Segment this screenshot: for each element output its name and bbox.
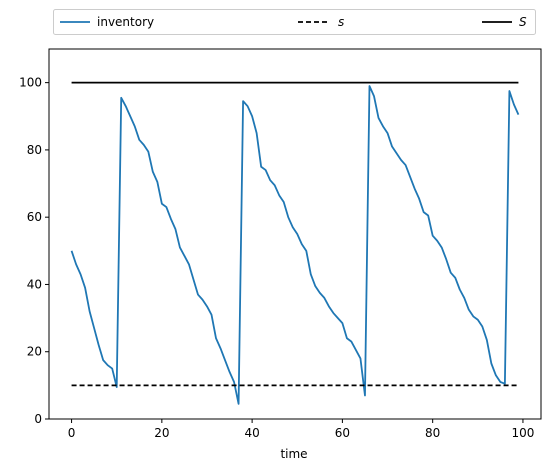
y-tick-label: 40 — [27, 277, 42, 291]
y-tick-label: 80 — [27, 143, 42, 157]
legend: inventory s S — [53, 9, 536, 35]
legend-label-inventory: inventory — [97, 15, 154, 29]
legend-label-s: s — [338, 15, 344, 29]
x-axis-label: time — [280, 447, 307, 461]
legend-frame — [53, 9, 536, 35]
y-tick-label: 20 — [27, 345, 42, 359]
series-layer — [70, 81, 520, 405]
x-axis-ticks: 0 20 40 60 80 100 — [68, 419, 534, 440]
x-tick-label: 80 — [425, 426, 440, 440]
x-tick-label: 0 — [68, 426, 76, 440]
x-tick-label: 100 — [511, 426, 534, 440]
y-tick-label: 0 — [34, 412, 42, 426]
y-tick-label: 100 — [19, 76, 42, 90]
plot-frame — [48, 48, 542, 420]
y-tick-label: 60 — [27, 210, 42, 224]
y-axis-ticks: 0 20 40 60 80 100 — [19, 76, 49, 426]
series-line-inventory — [70, 85, 520, 405]
x-tick-label: 40 — [244, 426, 259, 440]
legend-label-S: S — [519, 15, 527, 29]
x-tick-label: 60 — [335, 426, 350, 440]
x-tick-label: 20 — [154, 426, 169, 440]
